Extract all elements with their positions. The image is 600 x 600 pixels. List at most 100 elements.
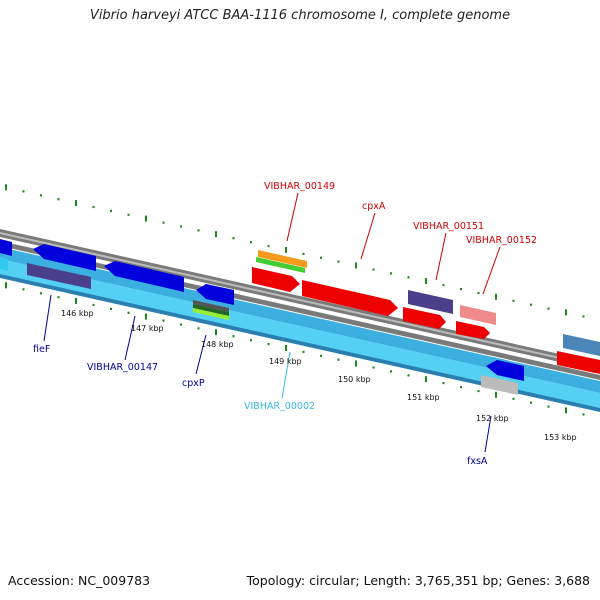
gene-box <box>193 308 229 320</box>
gene-box <box>481 375 518 395</box>
major-tick <box>145 215 147 222</box>
leader-line <box>286 192 299 242</box>
gene-arrow <box>0 257 8 271</box>
gene-label-fxsA: fxsA <box>467 456 488 467</box>
tick-label: 148 kbp <box>201 340 234 349</box>
minor-tick <box>547 307 550 310</box>
gene-arrow <box>557 351 600 374</box>
gene-arrow <box>252 267 300 292</box>
minor-tick <box>57 198 60 201</box>
gene-label-VIBHAR_00002: VIBHAR_00002 <box>244 401 315 412</box>
minor-tick <box>460 288 462 291</box>
minor-tick <box>127 213 130 216</box>
gene-arrow <box>302 280 398 316</box>
minor-tick <box>162 221 165 224</box>
major-tick <box>355 262 357 269</box>
gene-box <box>27 263 91 289</box>
minor-tick <box>390 272 392 275</box>
minor-tick <box>162 319 165 322</box>
major-tick <box>215 329 217 336</box>
minor-tick <box>127 311 130 314</box>
major-tick <box>425 278 427 285</box>
leader-line <box>281 351 291 399</box>
map-title: Vibrio harveyi ATCC BAA-1116 chromosome … <box>89 8 511 23</box>
minor-tick <box>92 303 95 307</box>
minor-tick <box>232 237 235 240</box>
gene-arrow <box>196 284 234 305</box>
major-tick <box>285 344 287 351</box>
tick-label: 150 kbp <box>338 375 371 384</box>
minor-tick <box>180 323 182 326</box>
leader-line <box>43 294 52 342</box>
minor-tick <box>110 307 112 310</box>
gene-label-VIBHAR_00147: VIBHAR_00147 <box>87 362 158 373</box>
minor-tick <box>110 209 112 212</box>
minor-tick <box>582 413 585 416</box>
gene-label-cpxA: cpxA <box>362 201 386 212</box>
minor-tick <box>372 366 375 369</box>
major-tick <box>565 407 567 414</box>
tick-label: 153 kbp <box>544 433 577 442</box>
gene-box <box>563 334 600 356</box>
gene-box <box>193 300 229 312</box>
gene-arrow <box>33 244 96 271</box>
minor-tick <box>92 205 95 209</box>
minor-tick <box>250 241 252 244</box>
minor-tick <box>477 389 480 393</box>
major-tick <box>215 231 217 238</box>
minor-tick <box>582 315 585 318</box>
major-tick <box>425 376 427 383</box>
minor-tick <box>40 292 42 295</box>
minor-tick <box>512 299 515 302</box>
backbone-highlight <box>0 232 600 368</box>
minor-tick <box>407 374 410 377</box>
major-tick <box>5 282 7 289</box>
gene-arrow <box>486 360 524 381</box>
lane-light <box>0 259 600 408</box>
minor-tick <box>442 284 445 287</box>
minor-tick <box>337 358 340 361</box>
minor-tick <box>232 335 235 338</box>
major-tick <box>495 391 497 398</box>
gene-label-VIBHAR_00151: VIBHAR_00151 <box>413 221 484 232</box>
minor-tick <box>22 190 25 193</box>
major-tick <box>495 293 497 300</box>
minor-tick <box>442 382 445 385</box>
tick-label: 147 kbp <box>131 324 164 333</box>
leader-line <box>195 334 207 375</box>
gene-arrow <box>456 321 490 339</box>
minor-tick <box>57 296 60 299</box>
minor-tick <box>460 386 462 389</box>
minor-tick <box>530 303 532 306</box>
gene-arrow <box>403 307 446 329</box>
leader-line <box>360 212 376 260</box>
minor-tick <box>197 327 200 330</box>
minor-tick <box>390 370 392 373</box>
accession-text: Accession: NC_009783 <box>8 573 151 588</box>
gene-box <box>460 305 496 325</box>
gene-label-cpxP: cpxP <box>182 378 205 389</box>
minor-tick <box>250 339 252 342</box>
gene-box <box>258 250 307 268</box>
minor-tick <box>197 229 200 232</box>
minor-tick <box>22 288 25 291</box>
minor-tick <box>512 397 515 400</box>
gene-arrow <box>104 261 184 292</box>
minor-tick <box>267 343 270 346</box>
minor-tick <box>180 225 182 228</box>
leader-line <box>435 232 447 281</box>
gene-arrow <box>0 239 12 256</box>
minor-tick <box>320 354 322 357</box>
major-tick <box>75 298 77 304</box>
tick-label: 146 kbp <box>61 309 94 318</box>
gene-box <box>408 290 453 314</box>
leader-line <box>482 246 501 295</box>
minor-tick <box>407 276 410 279</box>
minor-tick <box>530 401 532 404</box>
tick-label: 149 kbp <box>269 357 302 366</box>
minor-tick <box>547 405 550 408</box>
leader-line <box>484 415 492 453</box>
major-tick <box>75 200 77 206</box>
